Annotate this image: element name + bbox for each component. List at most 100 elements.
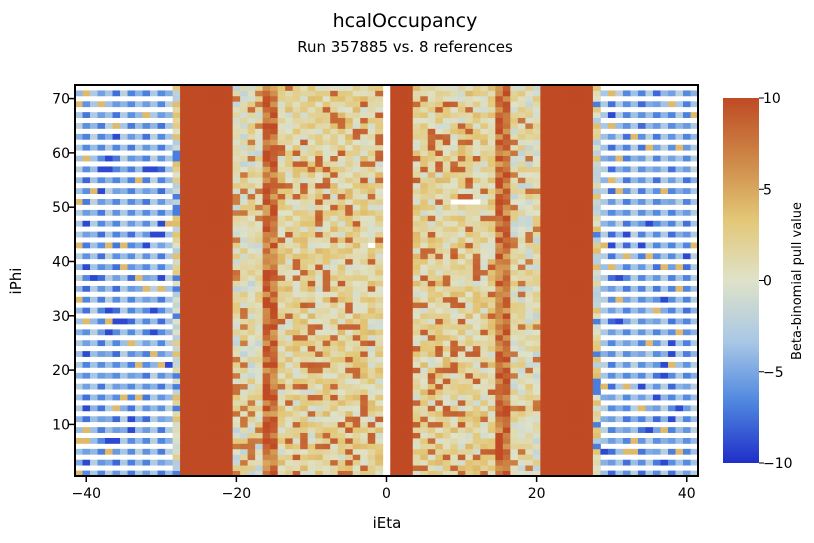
heatmap-cell — [368, 395, 376, 401]
heatmap-cell — [345, 183, 353, 189]
heatmap-cell — [308, 389, 316, 395]
heatmap-cell — [668, 275, 676, 281]
heatmap-cell — [218, 242, 226, 248]
heatmap-cell — [578, 199, 586, 205]
heatmap-cell — [293, 362, 301, 368]
heatmap-cell — [390, 199, 398, 205]
heatmap-cell — [188, 308, 196, 314]
heatmap-cell — [173, 465, 181, 471]
heatmap-cell — [180, 259, 188, 265]
heatmap-cell — [360, 259, 368, 265]
heatmap-cell — [570, 302, 578, 308]
heatmap-cell — [360, 248, 368, 254]
heatmap-cell — [270, 183, 278, 189]
heatmap-cell — [375, 123, 383, 129]
heatmap-cell — [390, 302, 398, 308]
heatmap-cell — [315, 237, 323, 243]
heatmap-cell — [98, 373, 106, 379]
heatmap-cell — [375, 378, 383, 384]
heatmap-cell — [555, 194, 563, 200]
heatmap-cell — [225, 405, 233, 411]
heatmap-cell — [488, 161, 496, 167]
heatmap-cell — [150, 297, 158, 303]
heatmap-cell — [330, 226, 338, 232]
heatmap-cell — [353, 177, 361, 183]
heatmap-cell — [203, 242, 211, 248]
heatmap-cell — [195, 433, 203, 439]
heatmap-cell — [653, 449, 661, 455]
heatmap-cell — [98, 275, 106, 281]
heatmap-cell — [323, 199, 331, 205]
heatmap-cell — [413, 139, 421, 145]
heatmap-cell — [570, 139, 578, 145]
heatmap-cell — [233, 123, 241, 129]
heatmap-cell — [263, 367, 271, 373]
heatmap-cell — [390, 405, 398, 411]
heatmap-cell — [405, 357, 413, 363]
heatmap-cell — [263, 346, 271, 352]
heatmap-cell — [293, 188, 301, 194]
heatmap-cell — [218, 351, 226, 357]
heatmap-cell — [548, 259, 556, 265]
heatmap-cell — [195, 139, 203, 145]
heatmap-cell — [465, 112, 473, 118]
heatmap-cell — [495, 259, 503, 265]
heatmap-cell — [585, 253, 593, 259]
heatmap-cell — [570, 215, 578, 221]
heatmap-cell — [270, 460, 278, 466]
heatmap-cell — [390, 346, 398, 352]
heatmap-cell — [518, 313, 526, 319]
heatmap-cell — [413, 400, 421, 406]
heatmap-cell — [458, 335, 466, 341]
heatmap-cell — [353, 242, 361, 248]
heatmap-cell — [345, 210, 353, 216]
heatmap-cell — [563, 166, 571, 172]
heatmap-cell — [570, 232, 578, 238]
heatmap-cell — [533, 226, 541, 232]
heatmap-cell — [608, 90, 616, 96]
heatmap-cell — [608, 275, 616, 281]
heatmap-cell — [623, 297, 631, 303]
heatmap-cell — [548, 422, 556, 428]
heatmap-cell — [233, 248, 241, 254]
heatmap-cell — [278, 319, 286, 325]
heatmap-cell — [195, 367, 203, 373]
heatmap-cell — [255, 210, 263, 216]
heatmap-cell — [218, 373, 226, 379]
heatmap-cell — [293, 215, 301, 221]
heatmap-cell — [608, 188, 616, 194]
heatmap-cell — [645, 395, 653, 401]
heatmap-cell — [315, 297, 323, 303]
heatmap-cell — [300, 156, 308, 162]
heatmap-cell — [458, 264, 466, 270]
heatmap-cell — [398, 313, 406, 319]
heatmap-cell — [390, 242, 398, 248]
heatmap-cell — [375, 443, 383, 449]
heatmap-cell — [263, 128, 271, 134]
heatmap-cell — [128, 253, 136, 259]
heatmap-cell — [488, 107, 496, 113]
heatmap-cell — [188, 199, 196, 205]
heatmap-cell — [263, 139, 271, 145]
heatmap-cell — [315, 128, 323, 134]
heatmap-cell — [293, 107, 301, 113]
heatmap-cell — [128, 210, 136, 216]
heatmap-cell — [195, 150, 203, 156]
heatmap-cell — [593, 166, 601, 172]
heatmap-cell — [233, 188, 241, 194]
heatmap-cell — [218, 199, 226, 205]
heatmap-cell — [668, 188, 676, 194]
heatmap-cell — [533, 204, 541, 210]
heatmap-cell — [458, 340, 466, 346]
heatmap-cell — [683, 319, 691, 325]
heatmap-cell — [128, 166, 136, 172]
heatmap-cell — [315, 264, 323, 270]
heatmap-cell — [563, 329, 571, 335]
heatmap-cell — [233, 438, 241, 444]
heatmap-cell — [90, 297, 98, 303]
heatmap-cell — [368, 161, 376, 167]
heatmap-cell — [570, 405, 578, 411]
heatmap-cell — [578, 101, 586, 107]
heatmap-cell — [195, 411, 203, 417]
heatmap-cell — [225, 400, 233, 406]
